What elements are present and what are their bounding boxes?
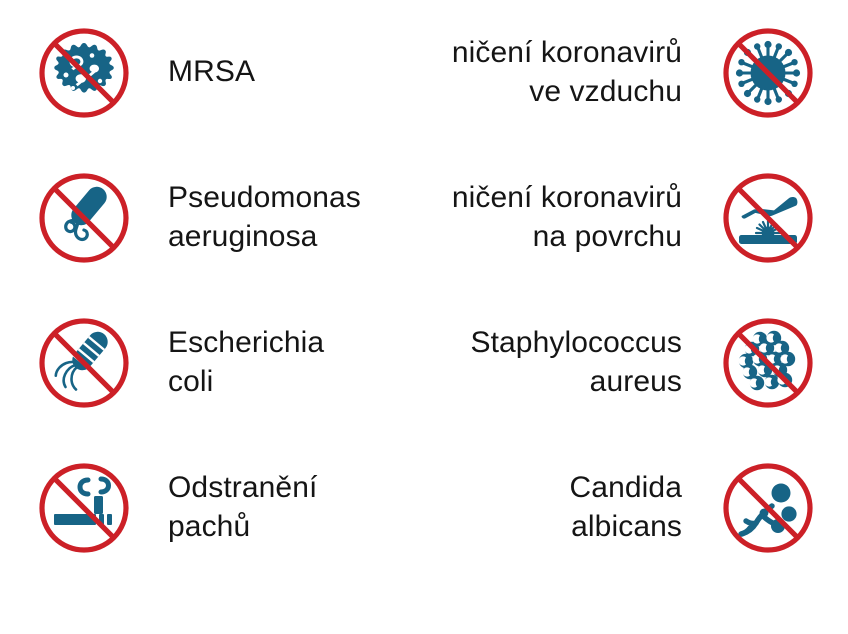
no-pseudomonas-rod-bacterium-icon: [28, 162, 140, 274]
no-smoking-odour-icon: [28, 452, 140, 564]
prohibition-ring: [39, 27, 129, 118]
feature-label-koronaviry-vzduch: ničení koronavirů ve vzduchu: [451, 36, 682, 108]
feature-label-odstraneni-pachu: Odstranění pachů: [168, 471, 318, 543]
feature-cell-koronaviry-povrch: ničení koronavirů na povrchu: [424, 145, 848, 290]
no-airborne-coronavirus-icon: [712, 17, 824, 129]
no-mrsa-bacterium-icon: [28, 17, 140, 129]
feature-label-escherichia-coli: Escherichia coli: [168, 326, 325, 398]
feature-label-pseudomonas-aeruginosa: Pseudomonas aeruginosa: [168, 181, 361, 253]
bottom-spacer: [0, 580, 848, 634]
prohibition-ring: [723, 172, 813, 263]
feature-cell-escherichia-coli: Escherichia coli: [0, 290, 424, 435]
prohibition-ring: [723, 317, 813, 408]
feature-cell-pseudomonas-aeruginosa: Pseudomonas aeruginosa: [0, 145, 424, 290]
prohibition-ring: [39, 172, 129, 263]
feature-label-mrsa: MRSA: [168, 55, 256, 89]
feature-cell-candida-albicans: Candida albicans: [424, 435, 848, 580]
prohibition-ring: [723, 462, 813, 553]
feature-cell-staphylococcus-aureus: Staphylococcus aureus: [424, 290, 848, 435]
feature-cell-odstraneni-pachu: Odstranění pachů: [0, 435, 424, 580]
no-surface-coronavirus-hand-icon: [712, 162, 824, 274]
prohibition-ring: [39, 462, 129, 553]
prohibition-ring: [39, 317, 129, 408]
prohibition-ring: [723, 27, 813, 118]
feature-label-koronaviry-povrch: ničení koronavirů na povrchu: [451, 181, 682, 253]
feature-cell-mrsa: MRSA: [0, 0, 424, 145]
no-ecoli-flagellated-bacterium-icon: [28, 307, 140, 419]
no-candida-hyphae-icon: [712, 452, 824, 564]
feature-cell-koronaviry-vzduch: ničení koronavirů ve vzduchu: [424, 0, 848, 145]
no-staphylococcus-cluster-icon: [712, 307, 824, 419]
feature-label-candida-albicans: Candida albicans: [569, 471, 682, 543]
feature-label-staphylococcus-aureus: Staphylococcus aureus: [470, 326, 682, 398]
